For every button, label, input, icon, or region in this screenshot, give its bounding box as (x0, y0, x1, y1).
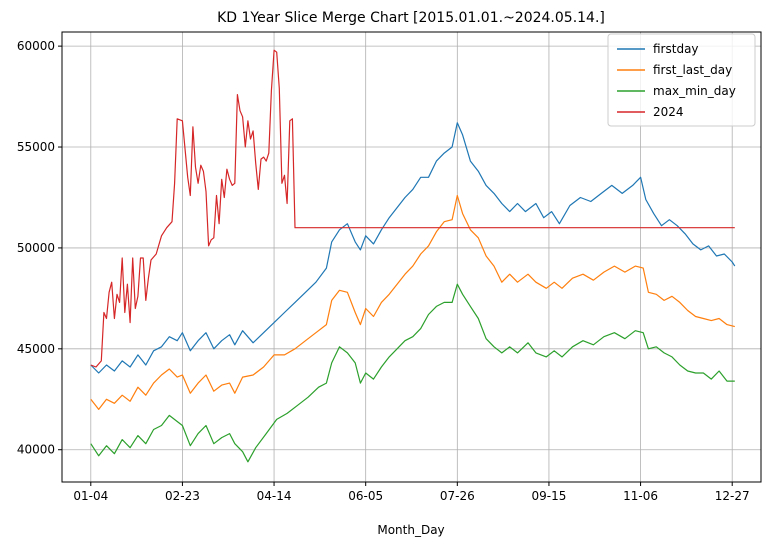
legend: firstday first_last_day max_min_day 2024 (607, 33, 756, 127)
legend-label: max_min_day (653, 84, 736, 98)
x-axis-label: Month_Day (377, 523, 444, 537)
legend-label: 2024 (653, 105, 684, 119)
series-line-first-last-day (90, 194, 735, 410)
series-lines (90, 49, 736, 463)
y-axis: 40000 45000 50000 55000 60000 (17, 39, 62, 457)
series-line-max-min-day (90, 283, 735, 463)
y-tick-label: 50000 (17, 241, 55, 255)
legend-label: first_last_day (653, 63, 732, 77)
x-tick-label: 09-15 (532, 489, 567, 503)
legend-label: firstday (653, 42, 699, 56)
x-tick-label: 12-27 (715, 489, 750, 503)
y-tick-label: 60000 (17, 39, 55, 53)
x-tick-label: 01-04 (73, 489, 108, 503)
chart-title: KD 1Year Slice Merge Chart [2015.01.01.~… (217, 10, 605, 26)
x-axis: 01-04 02-23 04-14 06-05 07-26 09-15 11-06 12-27 (73, 482, 750, 503)
x-tick-label: 02-23 (165, 489, 200, 503)
y-tick-label: 45000 (17, 342, 55, 356)
series-line-2024 (90, 49, 735, 368)
x-tick-label: 06-05 (348, 489, 383, 503)
y-tick-label: 40000 (17, 443, 55, 457)
y-tick-label: 55000 (17, 140, 55, 154)
series-line-firstday (90, 122, 736, 374)
legend-box (607, 33, 756, 127)
x-tick-label: 04-14 (257, 489, 292, 503)
plot-frame (61, 31, 762, 483)
x-tick-label: 11-06 (623, 489, 658, 503)
x-tick-label: 07-26 (440, 489, 475, 503)
